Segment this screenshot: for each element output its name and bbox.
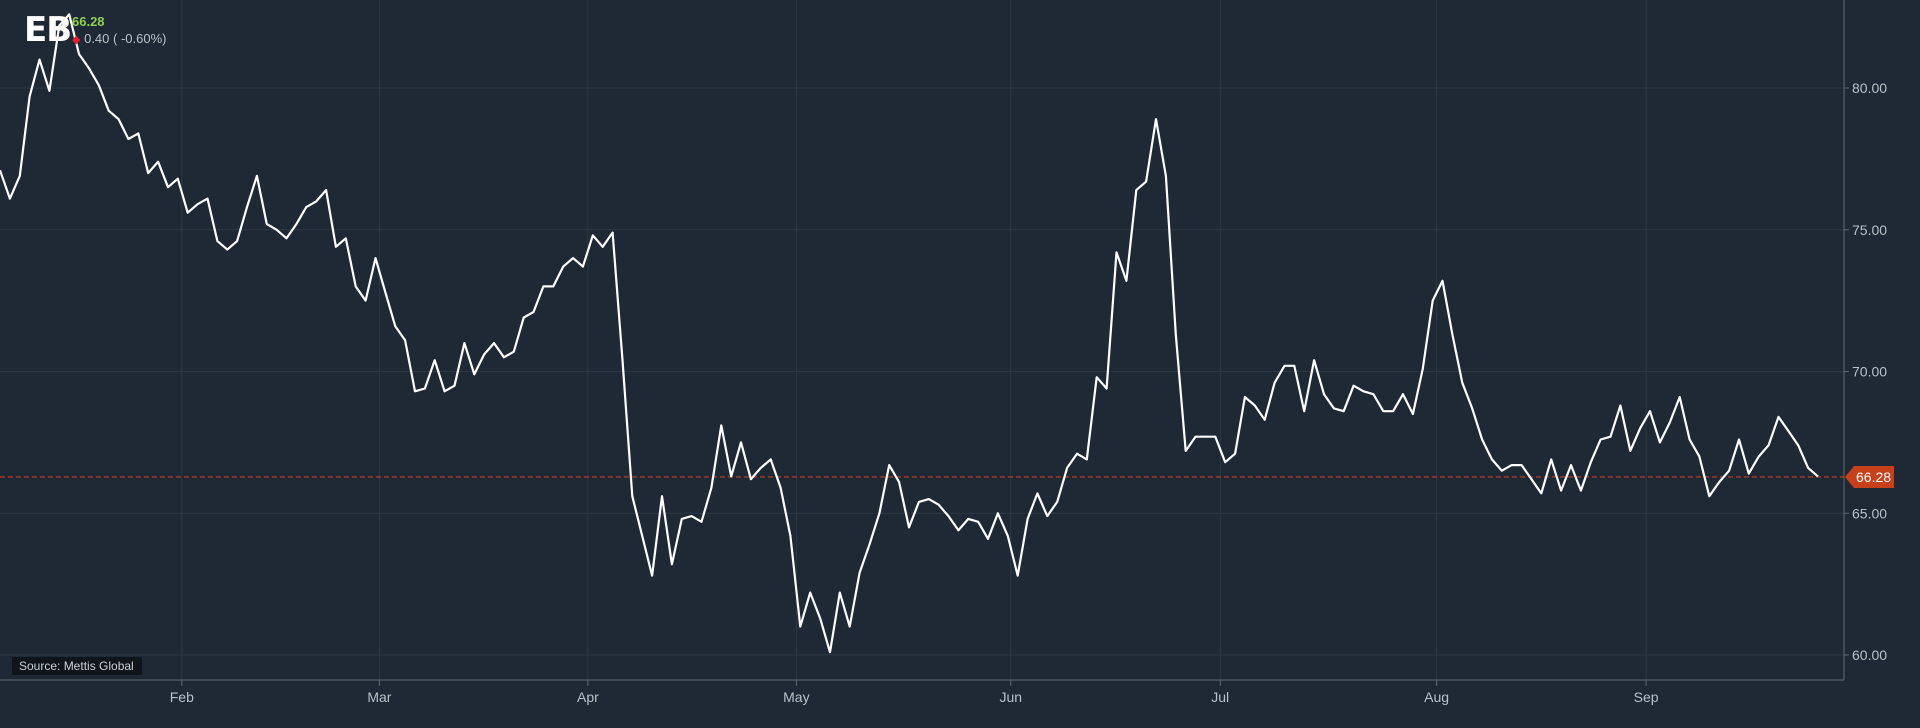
y-tick-label: 70.00: [1852, 364, 1887, 380]
price-series-line: [0, 13, 1819, 654]
x-tick-label: Jun: [999, 689, 1022, 705]
x-tick-label: Mar: [367, 689, 391, 705]
price-change-row: ◆ 0.40 ( -0.60%): [72, 30, 166, 49]
last-price-flag: [1845, 465, 1894, 488]
last-price-marker: 66.28: [1845, 465, 1894, 488]
x-tick-label: Aug: [1424, 689, 1449, 705]
y-tick-label: 60.00: [1852, 647, 1887, 663]
price-change: 0.40 ( -0.60%): [84, 31, 167, 46]
ticker-symbol: EB: [24, 10, 72, 50]
current-price: 66.28: [72, 14, 105, 29]
y-tick-label: 65.00: [1852, 505, 1887, 521]
x-axis-ticks: Feb Mar Apr May Jun Jul Aug Sep: [170, 680, 1659, 705]
quote-box: 66.28 ◆ 0.40 ( -0.60%): [72, 13, 166, 49]
last-price-label: 66.28: [1856, 469, 1891, 485]
x-tick-label: May: [783, 689, 809, 705]
y-tick-label: 75.00: [1852, 222, 1887, 238]
x-tick-label: Sep: [1634, 689, 1659, 705]
y-axis-ticks: 60.00 65.00 70.00 75.00 80.00: [1844, 80, 1887, 663]
down-triangle-icon: ◆: [72, 34, 81, 46]
chart-grid: [0, 0, 1844, 680]
source-label: Source: Mettis Global: [12, 657, 142, 675]
x-tick-label: Jul: [1211, 689, 1229, 705]
x-tick-label: Feb: [170, 689, 194, 705]
x-tick-label: Apr: [577, 689, 599, 705]
y-tick-label: 80.00: [1852, 80, 1887, 96]
